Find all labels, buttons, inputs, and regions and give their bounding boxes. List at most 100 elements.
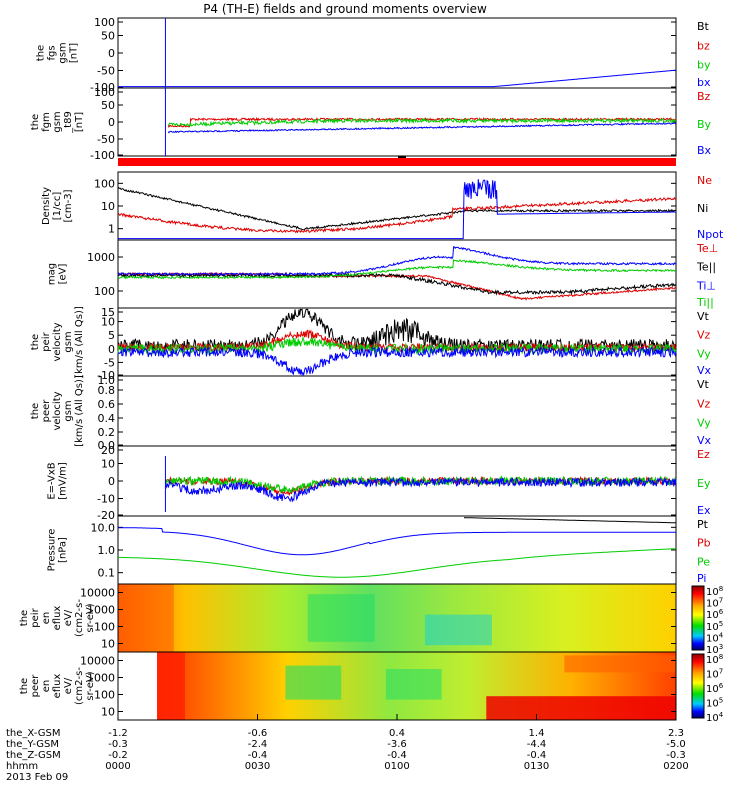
ytick-label: 0 bbox=[108, 343, 115, 356]
trace-Ex bbox=[164, 476, 677, 503]
ylabel-line: the bbox=[30, 114, 41, 130]
ylabel-line: [nPa] bbox=[58, 537, 69, 563]
ytick-label: 10 bbox=[101, 316, 115, 329]
colorbar bbox=[691, 585, 705, 651]
ytick-label: 1.0 bbox=[98, 544, 116, 557]
legend-entry: Vx bbox=[697, 364, 712, 377]
legend-entry: bz bbox=[697, 39, 710, 52]
legend-entry: Ni bbox=[697, 202, 708, 215]
ephem-value: 0100 bbox=[384, 761, 409, 772]
ytick-label: 1000 bbox=[87, 604, 115, 617]
ytick-label: 0.4 bbox=[98, 412, 116, 425]
colorbar-label: 104 bbox=[706, 711, 724, 724]
ephem-label-hhmm: hhmm bbox=[6, 761, 38, 772]
ylabel-line: the bbox=[19, 610, 30, 626]
panel-6: 1.00.80.60.40.20.0 the peer velocity gsm [km/… bbox=[30, 374, 712, 452]
legend-entry: Vz bbox=[697, 397, 711, 410]
ylabel-line: peer bbox=[41, 399, 52, 423]
ylabel-line: (cm2-s- bbox=[74, 599, 85, 637]
trace-Bx bbox=[167, 122, 677, 134]
trace-Vx bbox=[117, 345, 677, 377]
ytick-label: 10.0 bbox=[91, 521, 116, 534]
ytick-label: 50 bbox=[101, 99, 115, 112]
trace-Ti-perp bbox=[117, 246, 677, 276]
ytick-label: 10000 bbox=[80, 587, 115, 600]
ylabel-line: [mV/m] bbox=[58, 462, 69, 500]
ephem-label-x: the_X-GSM bbox=[6, 728, 60, 739]
ephem-value: 0.4 bbox=[389, 728, 405, 739]
ephem-label-date: 2013 Feb 09 bbox=[6, 772, 68, 783]
ytick-label: 0.1 bbox=[98, 567, 116, 580]
ylabel-line: [1/cc] bbox=[52, 192, 63, 221]
ytick-label: 1.0 bbox=[98, 374, 116, 387]
legend-entry: by bbox=[697, 59, 711, 72]
ytick-label: -5 bbox=[104, 356, 115, 369]
colorbar bbox=[691, 653, 705, 719]
ylabel-line: en bbox=[41, 612, 52, 625]
ylabel-line: peir bbox=[30, 607, 41, 627]
ytick-label: 0 bbox=[108, 475, 115, 488]
ephem-value: -0.4 bbox=[248, 750, 268, 761]
ylabel-line: the bbox=[19, 678, 30, 694]
ytick-label: -10 bbox=[97, 369, 115, 382]
panel-3: 100 10 1 Density [1/cc] [cm-3] Ne Ni Npot bbox=[41, 171, 724, 241]
trace-Ne bbox=[117, 196, 677, 234]
panel-9: 10000 1000 100 10 the peir en eflux eV/(cm2-s-sr… bbox=[19, 583, 724, 656]
ytick-label: 100 bbox=[94, 16, 115, 29]
ephem-value: 1.4 bbox=[529, 728, 545, 739]
trace-Te-par bbox=[117, 272, 677, 296]
legend-entry: Npot bbox=[697, 228, 724, 241]
trace-Pe bbox=[118, 548, 677, 578]
trace-bx bbox=[118, 69, 676, 88]
colorbar-label: 107 bbox=[706, 668, 723, 681]
ytick-label: 1 bbox=[108, 223, 115, 236]
quality-flag-bar bbox=[118, 158, 676, 166]
ylabel-line: eV/ bbox=[63, 677, 74, 694]
ephem-label-z: the_Z-GSM bbox=[6, 750, 61, 761]
panel-10: 10000 1000 100 10 the peer en eflux eV/(cm2-s-sr… bbox=[19, 651, 724, 724]
ephem-value: -0.6 bbox=[248, 728, 268, 739]
ylabel-line: the bbox=[36, 45, 47, 61]
ephem-value: -5.0 bbox=[666, 739, 686, 750]
legend-entry: Bx bbox=[697, 144, 712, 157]
ylabel-line: _t89 bbox=[63, 111, 74, 134]
legend-entry: Te|| bbox=[696, 261, 716, 274]
ylabel-line: Density bbox=[41, 187, 52, 225]
ytick-label: -100 bbox=[90, 149, 115, 162]
ylabel-line: fgs bbox=[47, 45, 58, 60]
trace-Ti-par bbox=[117, 258, 677, 280]
spec-feature bbox=[118, 584, 174, 652]
ytick-label: 0 bbox=[108, 47, 115, 60]
ephem-value: -0.3 bbox=[108, 739, 128, 750]
ephem-value: -0.2 bbox=[108, 750, 128, 761]
ytick-label: -50 bbox=[97, 65, 115, 78]
ytick-label: 10 bbox=[101, 706, 115, 719]
ylabel-line: the bbox=[30, 334, 41, 350]
ephem-value: -0.3 bbox=[666, 750, 686, 761]
ytick-label: 100 bbox=[94, 689, 115, 702]
legend-entry: Te⊥ bbox=[696, 242, 718, 255]
ylabel-line: gsm bbox=[63, 400, 74, 421]
legend-entry: Ne bbox=[697, 174, 712, 187]
legend-entry: Ti⊥ bbox=[696, 279, 716, 292]
ytick-label: 100 bbox=[94, 177, 115, 190]
ylabel-line: sr-eV) bbox=[85, 671, 96, 700]
ephem-value: -0.4 bbox=[387, 750, 407, 761]
ylabel-line: velocity bbox=[52, 391, 63, 430]
ytick-label: 100 bbox=[94, 86, 115, 99]
colorbar-label: 105 bbox=[706, 697, 723, 710]
trace-Vy bbox=[117, 336, 677, 356]
ylabel-line: the bbox=[30, 403, 41, 419]
ylabel-line: en bbox=[41, 680, 52, 693]
ytick-label: 50 bbox=[101, 30, 115, 43]
ephem-value: 0000 bbox=[105, 761, 130, 772]
legend-entry: Pi bbox=[697, 572, 706, 585]
ylabel-line: eflux bbox=[52, 674, 63, 699]
ephem-value: -3.6 bbox=[387, 739, 407, 750]
spec-feature bbox=[307, 594, 375, 642]
ylabel-line: [nT] bbox=[69, 43, 80, 63]
spec-feature bbox=[486, 696, 676, 720]
